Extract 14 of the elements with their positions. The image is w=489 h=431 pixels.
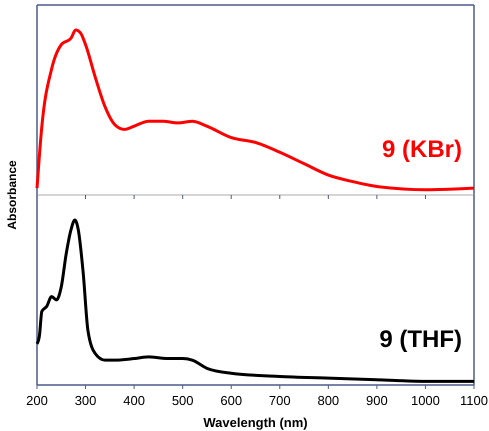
x-tick-label: 800 (317, 393, 340, 408)
x-tick-label: 700 (268, 393, 291, 408)
x-tick-label: 400 (123, 393, 145, 408)
x-tick-label: 200 (26, 393, 48, 408)
series-label: 9 (KBr) (382, 136, 462, 163)
x-tick-label: 1000 (410, 393, 440, 408)
x-tick-label: 900 (366, 393, 388, 408)
x-axis-title: Wavelength (nm) (203, 415, 308, 430)
series-label: 9 (THF) (379, 326, 462, 353)
x-tick-label: 500 (172, 393, 194, 408)
x-tick-label: 1100 (460, 393, 488, 408)
y-axis-title: Absorbance (5, 160, 19, 230)
x-tick-label: 600 (220, 393, 242, 408)
x-tick-label: 300 (74, 393, 96, 408)
